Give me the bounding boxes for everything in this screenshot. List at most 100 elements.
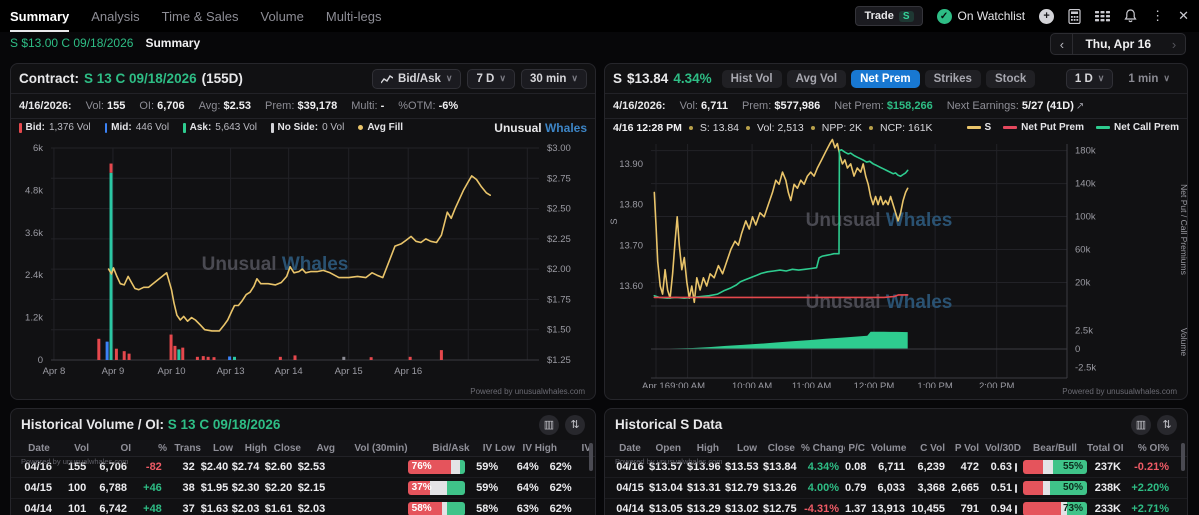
contract-chart-panel: Contract: S 13 C 09/18/2026 (155D) Bid/A…	[10, 63, 596, 400]
bear-bull-bar: 55%	[1023, 460, 1087, 474]
mode-button-avg-vol[interactable]: Avg Vol	[786, 69, 847, 88]
columns-icon[interactable]: ▥	[1131, 414, 1151, 435]
sort-icon[interactable]: ⇅	[1157, 414, 1177, 435]
column-header[interactable]: IV	[581, 442, 591, 454]
kebab-menu-icon[interactable]: ⋮	[1151, 8, 1165, 23]
chart-type-label: Bid/Ask	[398, 72, 441, 85]
column-header[interactable]: High	[696, 442, 719, 454]
tooltip-segment: NCP: 161K	[880, 121, 933, 134]
stat-value: $158,266	[886, 100, 933, 112]
column-header[interactable]: % Change	[801, 442, 845, 454]
sort-icon[interactable]: ⇅	[565, 414, 585, 435]
column-header[interactable]: Trans	[174, 442, 201, 454]
trade-button[interactable]: Trade S	[855, 6, 923, 26]
prev-day-button[interactable]: ‹	[1051, 34, 1074, 54]
column-header[interactable]: P/C	[848, 442, 865, 454]
column-header[interactable]: Total OI	[1087, 442, 1124, 454]
mode-button-stock[interactable]: Stock	[985, 69, 1036, 88]
interval-select[interactable]: 1 min ∨	[1119, 69, 1179, 89]
column-header[interactable]: Open	[655, 442, 681, 454]
stat-label: %OTM:	[398, 100, 439, 112]
table-row[interactable]: 04/15 $13.04 $13.31 $12.79 $13.26 4.00% 0.79 6,…	[605, 478, 1187, 499]
mode-button-strikes[interactable]: Strikes	[924, 69, 981, 88]
stock-intraday-chart[interactable]: 180k 140k 100k 60k 20k Apr 16 9:00 AM 10:00 AM 1…	[605, 138, 1187, 388]
scrollbar[interactable]	[1181, 443, 1185, 471]
mode-button-net-prem[interactable]: Net Prem	[851, 69, 920, 88]
range-select[interactable]: 1 D ∨	[1065, 68, 1114, 89]
bar-segment	[407, 460, 451, 474]
column-header[interactable]: Vol	[74, 442, 89, 454]
stock-stats-row: 4/16/2026: Vol: 6,711 Prem: $577,986 Net P…	[605, 94, 1187, 119]
stock-ticker[interactable]: S	[613, 71, 623, 86]
table-title-contract[interactable]: S 13 C 09/18/2026	[167, 417, 281, 432]
bar-segment	[450, 460, 461, 474]
column-header[interactable]: IV High	[522, 442, 557, 454]
top-nav-bar: Summary Analysis Time & Sales Volume Mul…	[0, 0, 1199, 32]
table-cell: $13.31	[687, 482, 721, 494]
calculator-icon[interactable]	[1068, 8, 1081, 24]
columns-icon[interactable]: ▥	[539, 414, 559, 435]
column-header[interactable]: C Vol	[920, 442, 945, 454]
interval-select[interactable]: 30 min ∨	[520, 68, 587, 89]
table-cell: 791	[960, 503, 979, 515]
column-header[interactable]: OI	[120, 442, 131, 454]
column-header[interactable]: Low	[737, 442, 757, 454]
tab-multi-legs[interactable]: Multi-legs	[325, 8, 382, 24]
stat-item: %OTM: -6%	[398, 100, 458, 112]
breadcrumb-contract[interactable]: S $13.00 C 09/18/2026	[10, 36, 134, 50]
layout-grid-icon[interactable]	[1095, 10, 1111, 22]
chart-mode-buttons: Hist Vol Avg Vol Net Prem Strikes Stock	[721, 69, 1036, 88]
svg-text:2.4k: 2.4k	[25, 270, 43, 281]
bell-icon[interactable]	[1124, 9, 1137, 23]
close-icon[interactable]: ✕	[1178, 8, 1189, 23]
watchlist-status[interactable]: ✓ On Watchlist	[936, 8, 1025, 24]
add-circle-icon[interactable]: +	[1039, 8, 1055, 24]
stat-item: Vol: 6,711	[680, 100, 728, 112]
stat-label: Prem:	[741, 100, 775, 112]
bar-segment	[1023, 460, 1044, 474]
range-select[interactable]: 7 D ∨	[467, 68, 515, 89]
column-header[interactable]: Close	[273, 442, 301, 454]
column-header[interactable]: IV Low	[482, 442, 515, 454]
tooltip-segment: Vol: 2,513	[757, 121, 804, 134]
mode-button-hist-vol[interactable]: Hist Vol	[721, 69, 782, 88]
column-header[interactable]: Avg	[316, 442, 335, 454]
tab-time-sales[interactable]: Time & Sales	[161, 8, 239, 24]
stat-value: 155	[107, 100, 126, 112]
svg-text:$2.50: $2.50	[547, 204, 571, 215]
column-header[interactable]: High	[244, 442, 267, 454]
table-cell: -4.31%	[804, 503, 839, 515]
column-header[interactable]: P Vol	[954, 442, 979, 454]
column-header[interactable]: Date	[619, 442, 641, 454]
contract-title-symbol[interactable]: S 13 C 09/18/2026	[84, 71, 197, 86]
table-cell: $13.96	[687, 461, 721, 473]
column-header[interactable]: Volume	[871, 442, 907, 454]
column-header[interactable]: % OI%	[1137, 442, 1169, 454]
table-row[interactable]: 04/15 100 6,788 +46 38 $1.95 $2.30 $2.20 $2.15 37…	[11, 478, 595, 499]
column-header[interactable]: Close	[767, 442, 795, 454]
tab-summary[interactable]: Summary	[10, 0, 70, 32]
column-header[interactable]: Vol (30min)	[354, 442, 408, 454]
tab-volume[interactable]: Volume	[260, 8, 304, 24]
column-header[interactable]: Vol/30D	[985, 442, 1021, 454]
table-row[interactable]: 04/16 $13.57 $13.96 $13.53 $13.84 4.34% 0.08 6,…	[605, 457, 1187, 478]
table-cell: $13.53	[725, 461, 759, 473]
scrollbar[interactable]	[589, 443, 593, 471]
table-row[interactable]: 04/14 $13.05 $13.29 $13.02 $12.75 -4.31% 1.37 1…	[605, 499, 1187, 515]
column-header[interactable]: Bear/Bull	[1033, 442, 1077, 454]
column-header[interactable]: %	[158, 442, 167, 454]
table-cell: $1.95	[200, 482, 229, 494]
table-row[interactable]: 04/14 101 6,742 +48 37 $1.63 $2.03 $1.61 $2.03 58…	[11, 499, 595, 515]
chart-type-select[interactable]: Bid/Ask ∨	[372, 68, 462, 89]
table-row[interactable]: 04/16 155 6,706 -82 32 $2.40 $2.74 $2.60 $2.53 76…	[11, 457, 595, 478]
column-header[interactable]: Bid/Ask	[432, 442, 470, 454]
external-link-icon[interactable]: ↗	[1075, 101, 1085, 112]
table-cell: 238K	[1094, 482, 1121, 494]
legend-bar-icon	[183, 122, 186, 133]
column-header[interactable]: Low	[213, 442, 233, 454]
column-header[interactable]: Date	[28, 442, 50, 454]
tab-analysis[interactable]: Analysis	[91, 8, 140, 24]
contract-history-chart[interactable]: $3.00 $2.75 $2.50 $2.25 $2.00 $1.75 $1.50 $1.25…	[11, 138, 595, 388]
table-cell: 58%	[407, 502, 466, 515]
next-day-button[interactable]: ›	[1171, 36, 1177, 52]
